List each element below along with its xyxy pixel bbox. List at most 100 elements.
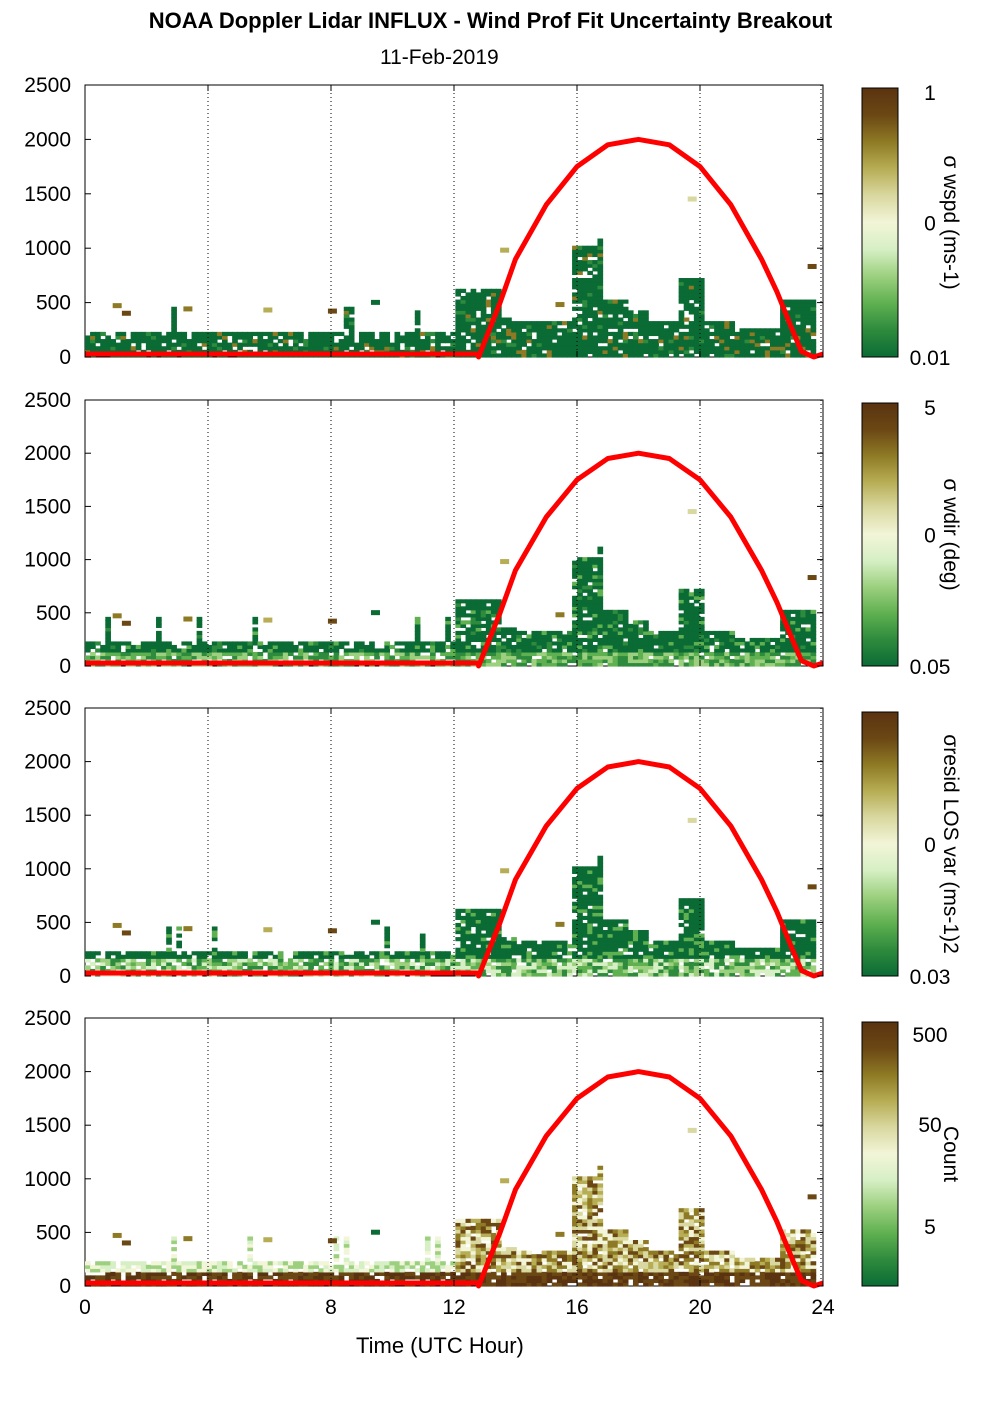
heatmap-cell <box>262 951 269 956</box>
heatmap-cell <box>115 655 122 660</box>
heatmap-cell <box>145 641 152 646</box>
heatmap-cell <box>460 951 467 956</box>
heatmap-cell <box>698 588 705 593</box>
heatmap-cell <box>343 1243 350 1248</box>
heatmap-cell <box>577 905 583 910</box>
heatmap-cell <box>506 954 512 959</box>
heatmap-cell <box>607 609 614 614</box>
heatmap-cell <box>673 644 680 650</box>
heatmap-cell <box>348 965 355 970</box>
heatmap-cell <box>100 1268 106 1273</box>
heatmap-cell <box>455 1254 462 1259</box>
heatmap-cell <box>597 954 604 959</box>
heatmap-cell <box>287 346 294 351</box>
heatmap-cell <box>800 947 807 952</box>
heatmap-cell <box>267 331 274 337</box>
heatmap-cell <box>683 339 690 344</box>
heatmap-cell <box>424 346 431 351</box>
heatmap-cell <box>156 339 162 344</box>
heatmap-cell <box>511 634 517 639</box>
heatmap-cell <box>470 1218 477 1223</box>
heatmap-cell <box>638 339 644 344</box>
heatmap-cell <box>455 328 462 333</box>
heatmap-cell <box>749 651 756 657</box>
heatmap-cell <box>597 919 604 924</box>
heatmap-cell <box>247 965 254 970</box>
heatmap-cell <box>810 968 817 974</box>
heatmap-cell <box>501 353 507 358</box>
heatmap-cell <box>678 324 685 329</box>
heatmap-cell <box>551 965 558 970</box>
heatmap-cell <box>693 648 700 653</box>
heatmap-cell <box>485 1222 492 1227</box>
heatmap-cell <box>186 342 193 347</box>
heatmap-cell <box>592 662 599 667</box>
heatmap-cell <box>465 954 472 959</box>
heatmap-cell <box>577 249 583 254</box>
heatmap-cell <box>156 623 162 628</box>
heatmap-cell <box>267 655 274 660</box>
heatmap-cell <box>465 919 472 924</box>
heatmap-cell <box>638 954 644 959</box>
heatmap-cell <box>379 1264 385 1269</box>
heatmap-cell <box>622 324 629 329</box>
heatmap-cell <box>810 947 817 952</box>
heatmap-cell <box>171 1254 177 1259</box>
heatmap-cell <box>683 644 690 650</box>
heatmap-cell <box>348 961 355 966</box>
heatmap-cell <box>592 873 599 878</box>
heatmap-cell <box>673 349 680 355</box>
heatmap-cell <box>567 349 573 355</box>
heatmap-cell <box>374 655 380 660</box>
heatmap-cell <box>328 346 335 351</box>
heatmap-cell <box>475 1243 482 1248</box>
heatmap-cell <box>612 303 619 308</box>
heatmap-cell <box>252 1264 259 1269</box>
heatmap-cell <box>632 620 639 625</box>
heatmap-cell <box>668 342 675 347</box>
heatmap-cell <box>526 940 533 945</box>
heatmap-cell <box>693 599 700 604</box>
heatmap-cell <box>546 324 553 329</box>
heatmap-cell <box>719 637 725 643</box>
heatmap-cell <box>485 915 492 920</box>
heatmap-cell <box>592 585 599 590</box>
heatmap-cell <box>683 349 690 355</box>
heatmap-cell <box>501 328 507 333</box>
heatmap-cell <box>714 349 720 355</box>
heatmap-cell <box>582 574 588 579</box>
heatmap-cell <box>216 342 223 347</box>
heatmap-cell <box>744 958 751 963</box>
heatmap-cell <box>480 926 487 931</box>
heatmap-cell <box>308 954 314 959</box>
heatmap-cell <box>384 1264 391 1269</box>
heatmap-cell <box>450 346 456 351</box>
heatmap-cell <box>577 602 583 607</box>
heatmap-cell <box>318 951 325 956</box>
heatmap-cell <box>161 951 167 956</box>
heatmap-cell <box>298 1264 304 1269</box>
heatmap-cell <box>612 616 619 621</box>
heatmap-cell <box>617 324 624 329</box>
heatmap-cell <box>612 937 619 942</box>
heatmap-cell <box>404 1261 411 1266</box>
heatmap-cell <box>638 349 644 355</box>
heatmap-cell <box>308 342 314 347</box>
heatmap-cell <box>612 627 619 632</box>
heatmap-cell <box>698 616 705 621</box>
heatmap-cell <box>166 1261 172 1266</box>
heatmap-cell <box>587 655 593 660</box>
heatmap-cell <box>546 662 553 667</box>
heatmap-cell <box>653 947 659 952</box>
heatmap-cell <box>475 1236 482 1241</box>
heatmap-cell <box>577 655 583 660</box>
heatmap-cell <box>135 954 142 959</box>
heatmap-cell <box>227 644 233 650</box>
heatmap-cell <box>632 648 639 653</box>
heatmap-cell <box>810 930 817 935</box>
heatmap-cell <box>597 256 604 261</box>
heatmap-cell <box>795 353 801 358</box>
heatmap-cell <box>470 602 477 607</box>
heatmap-cell <box>749 342 756 347</box>
heatmap-cell <box>541 630 548 635</box>
